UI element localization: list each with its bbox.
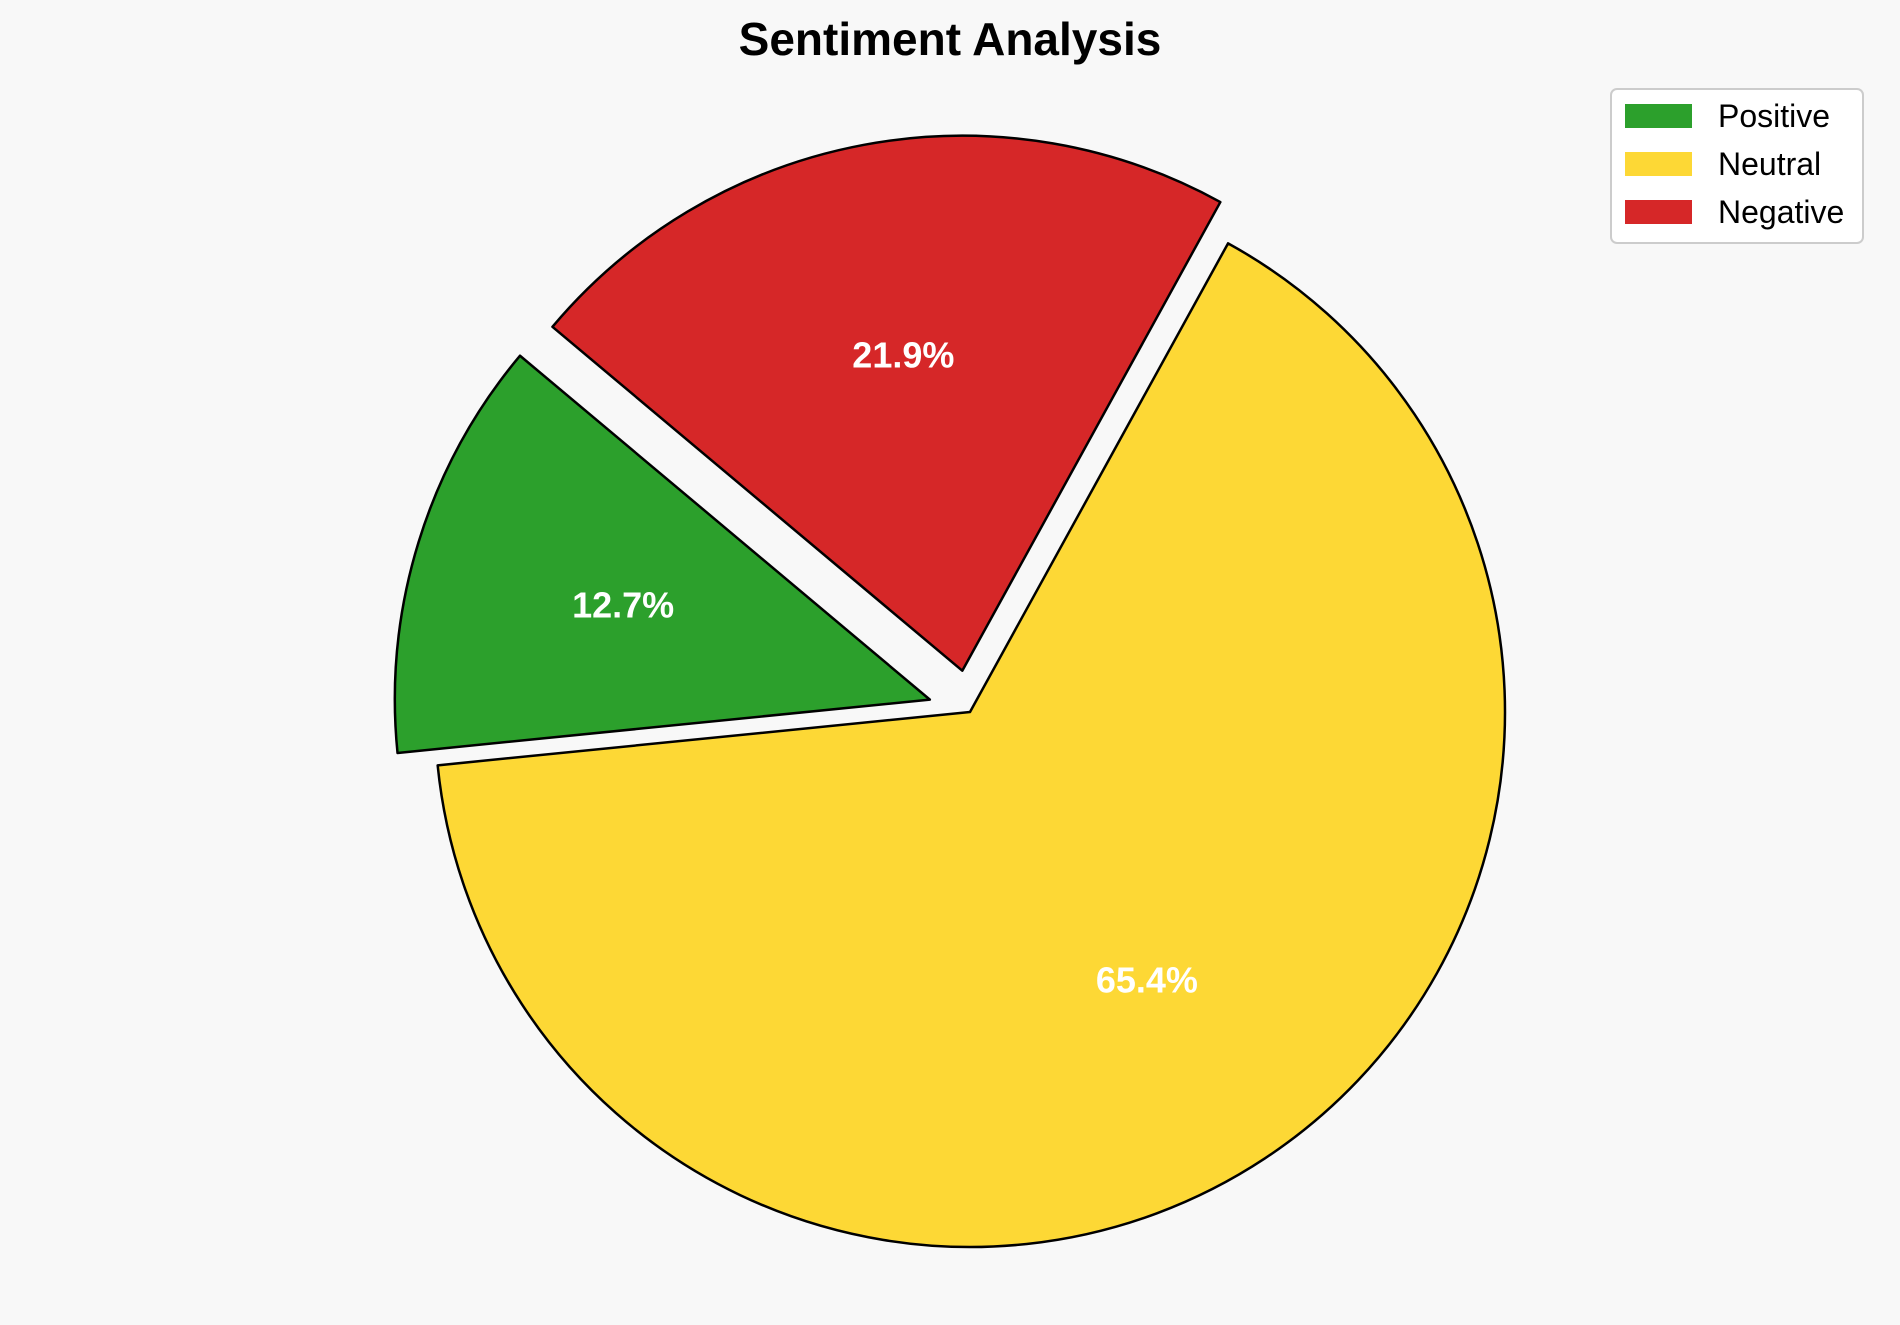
chart-title: Sentiment Analysis bbox=[739, 13, 1162, 65]
pie-slice-neutral bbox=[436, 242, 1507, 1249]
slice-label-negative: 21.9% bbox=[852, 335, 954, 376]
legend-label-negative: Negative bbox=[1718, 194, 1844, 230]
legend-label-neutral: Neutral bbox=[1718, 146, 1821, 182]
pie-slice-positive bbox=[393, 354, 932, 755]
slice-label-positive: 12.7% bbox=[572, 585, 674, 626]
slice-label-neutral: 65.4% bbox=[1096, 959, 1198, 1000]
legend-swatch-negative bbox=[1625, 200, 1692, 224]
pie-slice-negative bbox=[551, 134, 1222, 672]
legend-label-positive: Positive bbox=[1718, 98, 1830, 134]
pie-slice-labels: 12.7% 65.4% 21.9% bbox=[572, 335, 1198, 1001]
legend-swatch-positive bbox=[1625, 104, 1692, 128]
legend: Positive Neutral Negative bbox=[1610, 88, 1864, 244]
legend-swatch-neutral bbox=[1625, 152, 1692, 176]
pie-slices bbox=[393, 134, 1507, 1249]
